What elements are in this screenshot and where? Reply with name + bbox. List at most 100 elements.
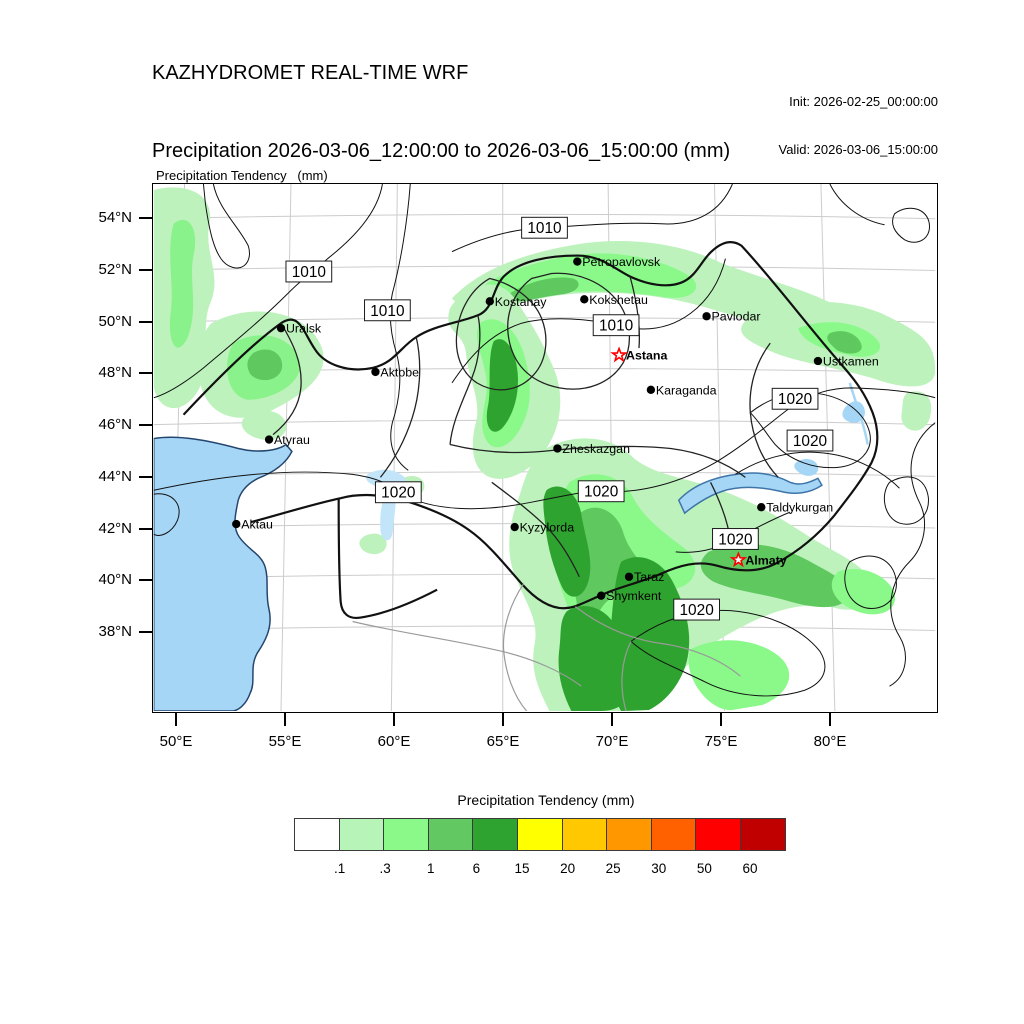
colorbar-swatch xyxy=(695,818,741,851)
cities-layer: Uralsk Aktobe Atyrau Aktau Kostanay Petropavl… xyxy=(232,255,879,603)
colorbar-swatch xyxy=(516,818,563,851)
city-dot-icon xyxy=(573,257,582,266)
pressure-label: 1020 xyxy=(673,598,721,621)
city-dot-icon xyxy=(553,444,562,453)
capital-star-icon xyxy=(610,346,628,363)
lat-tick xyxy=(139,579,152,581)
figure-legend-line1: Precipitation Tendency (mm) xyxy=(156,168,328,183)
pressure-value: 1010 xyxy=(599,318,633,335)
lat-tick xyxy=(139,321,152,323)
lon-tick xyxy=(284,713,286,726)
lon-tick-label: 70°E xyxy=(595,733,629,750)
lat-tick-label: 46°N xyxy=(98,416,132,433)
pressure-label: 1020 xyxy=(577,480,625,503)
city-label: Ustkamen xyxy=(823,354,879,368)
pressure-value: 1010 xyxy=(292,264,326,281)
border-layer xyxy=(182,241,879,711)
city-marker-shymkent: Shymkent xyxy=(597,589,662,603)
city-dot-icon xyxy=(757,502,766,512)
city-label: Aktobe xyxy=(380,365,419,379)
city-dot-icon xyxy=(264,435,274,444)
foreign-borders xyxy=(352,583,741,711)
city-dot-icon xyxy=(232,519,241,529)
lon-tick xyxy=(611,713,613,726)
colorbar-tick-label: .3 xyxy=(379,861,391,876)
city-dot-icon xyxy=(813,356,823,366)
caspian-sea xyxy=(153,436,293,711)
city-marker-zheskazgan: Zheskazgan xyxy=(553,442,630,456)
city-label: Zheskazgan xyxy=(562,442,630,456)
colorbar-swatch xyxy=(427,818,474,851)
pressure-label: 1010 xyxy=(521,216,568,239)
city-marker-pavlodar: Pavlodar xyxy=(702,310,761,324)
irtysh-river xyxy=(848,382,869,445)
colorbar-tick-label: 6 xyxy=(472,861,481,876)
city-dot-icon xyxy=(510,522,519,532)
colorbar-tick-label: 1 xyxy=(427,861,435,876)
lon-tick-label: 75°E xyxy=(704,733,738,750)
colorbar-swatch xyxy=(338,818,385,851)
colorbar-tick-label: 15 xyxy=(514,861,530,876)
lake-alakol xyxy=(794,458,819,476)
init-time: Init: 2026-02-25_00:00:00 xyxy=(789,94,938,109)
lon-tick-label: 80°E xyxy=(813,733,847,750)
lat-tick xyxy=(139,528,152,530)
pressure-label: 1010 xyxy=(285,260,333,283)
lon-tick xyxy=(829,713,831,726)
lat-tick-label: 44°N xyxy=(98,468,132,485)
pressure-value: 1010 xyxy=(527,220,561,237)
lat-tick-label: 40°N xyxy=(98,571,132,588)
colorbar-tick-label: .1 xyxy=(333,861,346,876)
city-label: Kostanay xyxy=(495,295,548,309)
lat-tick xyxy=(139,372,152,374)
pressure-value: 1020 xyxy=(679,602,713,619)
city-marker-aktau: Aktau xyxy=(232,518,273,532)
lon-tick-label: 65°E xyxy=(486,733,520,750)
city-marker-kokshetau: Kokshetau xyxy=(580,293,648,307)
colorbar-tick-label: 20 xyxy=(560,861,576,876)
city-label: Astana xyxy=(626,349,667,363)
page-subtitle-precip: Precipitation 2026-03-06_12:00:00 to 202… xyxy=(152,140,731,162)
lat-tick xyxy=(139,476,152,478)
lat-tick-label: 48°N xyxy=(98,364,132,381)
colorbar-tick-label: 30 xyxy=(651,861,667,876)
city-marker-astana: Astana xyxy=(610,346,668,363)
ustyurt-border xyxy=(337,498,438,619)
city-marker-aktobe: Aktobe xyxy=(371,365,419,379)
lon-tick-label: 60°E xyxy=(377,733,411,750)
city-label: Uralsk xyxy=(286,322,322,336)
city-label: Shymkent xyxy=(606,589,662,603)
valid-time: Valid: 2026-03-06_15:00:00 xyxy=(778,142,939,157)
city-marker-kostanay: Kostanay xyxy=(485,295,548,309)
lake-balkhash xyxy=(677,472,823,515)
pressure-label: 1010 xyxy=(364,299,411,322)
page-title: KAZHYDROMET REAL-TIME WRF xyxy=(152,62,469,84)
colorbar-swatch xyxy=(294,818,340,851)
city-marker-karaganda: Karaganda xyxy=(646,383,717,397)
oblast-borders xyxy=(272,272,779,578)
city-label: Pavlodar xyxy=(712,310,761,324)
lon-tick xyxy=(502,713,504,726)
pressure-value: 1020 xyxy=(381,485,415,502)
colorbar-swatch xyxy=(561,818,608,851)
lon-tick xyxy=(720,713,722,726)
city-label: Atyrau xyxy=(274,433,310,447)
map-plot: 1010 1010 1010 1010 1020 1020 1020 1020 1020 1020… xyxy=(152,183,938,713)
lat-tick xyxy=(139,631,152,633)
city-marker-petropavlovsk: Petropavlovsk xyxy=(573,255,661,269)
lat-tick xyxy=(139,217,152,219)
lon-tick-label: 50°E xyxy=(159,733,193,750)
map-canvas: 1010 1010 1010 1010 1020 1020 1020 1020 1020 1020… xyxy=(153,184,936,711)
city-marker-ustkamen: Ustkamen xyxy=(813,354,879,368)
lat-tick-label: 42°N xyxy=(98,520,132,537)
city-label: Karaganda xyxy=(656,383,717,397)
city-label: Taraz xyxy=(634,570,664,584)
pressure-value: 1020 xyxy=(793,433,827,450)
city-label: Kokshetau xyxy=(589,293,648,307)
pressure-value: 1020 xyxy=(718,531,752,548)
pressure-labels-layer: 1010 1010 1010 1010 1020 1020 1020 1020 1020 1020 xyxy=(285,216,834,621)
city-dot-icon xyxy=(276,324,286,333)
lat-tick xyxy=(139,269,152,271)
lat-tick-label: 38°N xyxy=(98,623,132,640)
